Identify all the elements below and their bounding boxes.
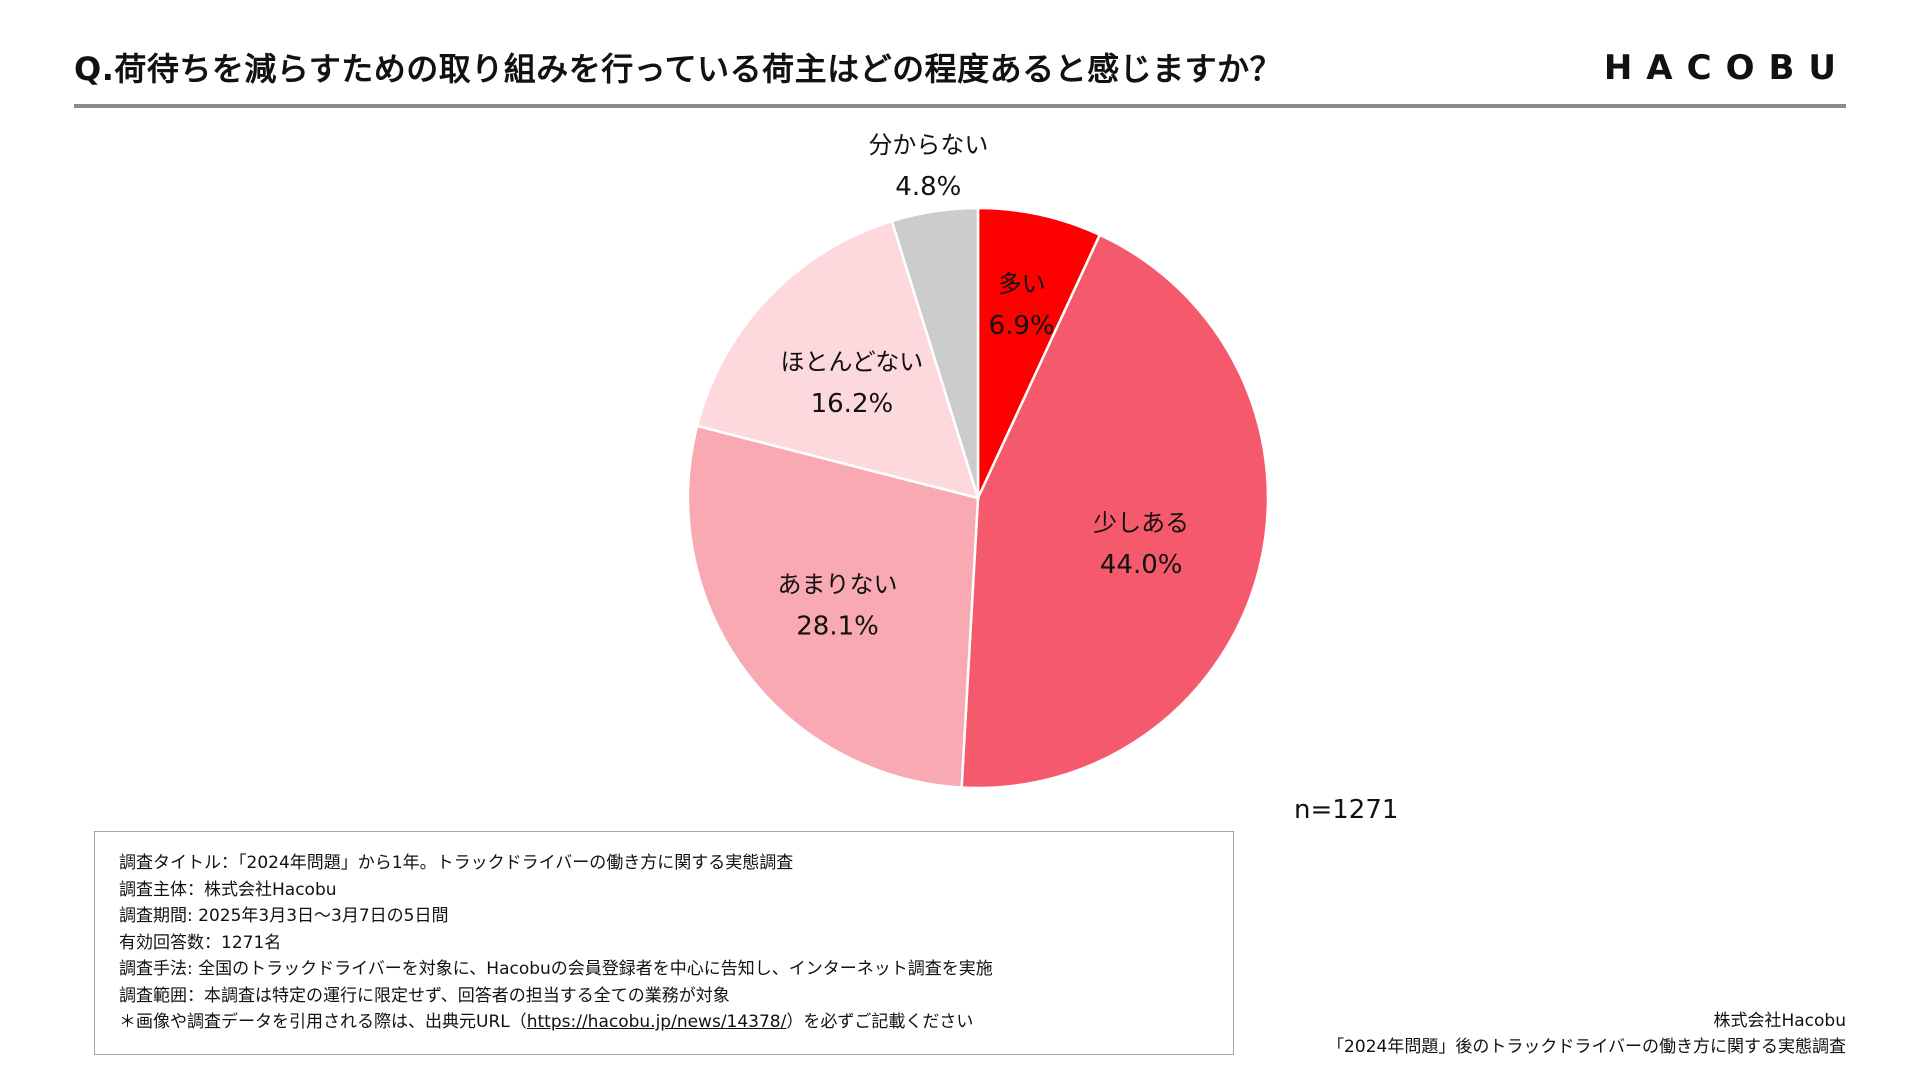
source-credit: 株式会社Hacobu 「2024年問題」後のトラックドライバーの働き方に関する実… xyxy=(1327,1008,1846,1060)
pie-label-category-wakaranai: 分からない xyxy=(868,131,988,159)
note-line: 調査期間: 2025年3月3日～3月7日の5日間 xyxy=(119,906,449,926)
pie-label-value-sukoshi-aru: 44.0% xyxy=(1100,550,1183,580)
source-url-link[interactable]: https://hacobu.jp/news/14378/ xyxy=(526,1012,787,1032)
note-line: 有効回答数：1271名 xyxy=(119,932,282,953)
pie-slice-wakaranai xyxy=(890,206,980,499)
note-line: 調査主体：株式会社Hacobu xyxy=(119,879,337,900)
citation-suffix: ）を必ずご記載ください xyxy=(786,1012,974,1032)
pie-label-value-amari-nai: 28.1% xyxy=(796,612,879,642)
hacobu-logo: HACOBU xyxy=(1603,48,1850,88)
pie-chart: 多い 6.9% 少しある 44.0% あまりない 28.1% ほとんどない 16.2% 分からな… xyxy=(686,131,1270,790)
pie-label-value-hotondo-nai: 16.2% xyxy=(811,389,894,419)
title-divider xyxy=(74,104,1846,108)
pie-label-category-amari-nai: あまりない xyxy=(778,571,898,599)
survey-notes-box: 調査タイトル：「2024年問題」から1年。トラックドライバーの働き方に関する実態… xyxy=(94,831,1234,1055)
citation-line: ＊画像や調査データを引用される際は、出典元URL（https://hacobu.… xyxy=(119,1009,1209,1036)
note-line: 調査タイトル：「2024年問題」から1年。トラックドライバーの働き方に関する実態… xyxy=(119,853,794,873)
note-line: 調査手法: 全国のトラックドライバーを対象に、Hacobuの会員登録者を中心に告… xyxy=(119,959,993,979)
pie-label-value-wakaranai: 4.8% xyxy=(895,172,961,202)
pie-slice-hotondo-nai xyxy=(695,219,980,500)
pie-slice-ooi xyxy=(976,206,1102,499)
pie-label-category-hotondo-nai: ほとんどない xyxy=(781,348,924,376)
page-title: Q.荷待ちを減らすための取り組みを行っている荷主はどの程度あると感じますか？ xyxy=(74,50,1283,88)
source-company: 株式会社Hacobu xyxy=(1713,1011,1846,1031)
pie-label-category-sukoshi-aru: 少しある xyxy=(1093,509,1189,537)
sample-size-label: n=1271 xyxy=(1294,795,1399,825)
source-report: 「2024年問題」後のトラックドライバーの働き方に関する実態調査 xyxy=(1327,1037,1846,1057)
pie-label-category-ooi: 多い xyxy=(998,270,1046,298)
pie-slice-sukoshi-aru xyxy=(960,233,1270,790)
pie-label-value-ooi: 6.9% xyxy=(989,311,1055,341)
note-line: 調査範囲：本調査は特定の運行に限定せず、回答者の担当する全ての業務が対象 xyxy=(119,985,730,1006)
pie-slice-amari-nai xyxy=(686,424,980,789)
citation-prefix: ＊画像や調査データを引用される際は、出典元URL（ xyxy=(119,1012,527,1032)
